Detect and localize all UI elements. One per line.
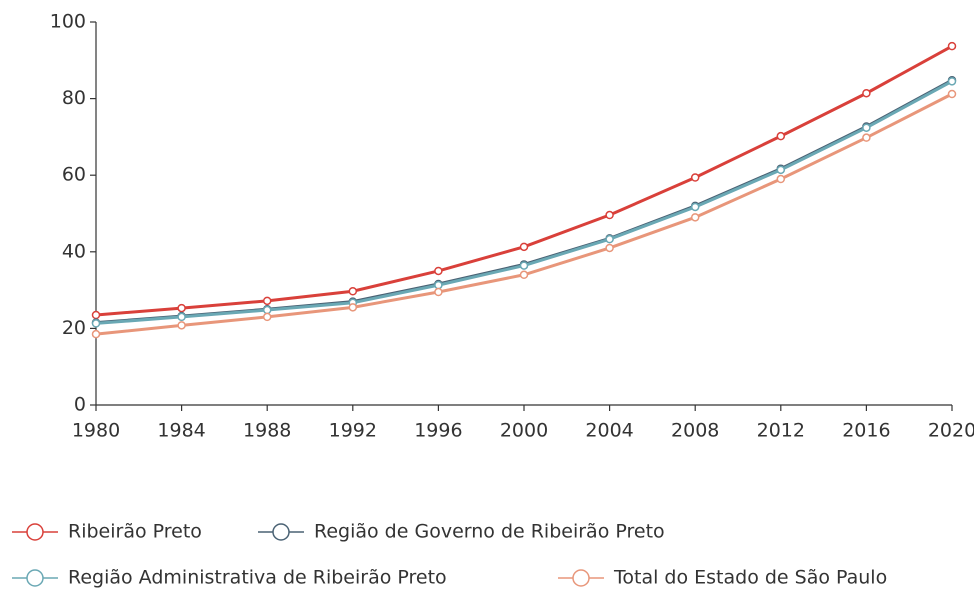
legend-label: Região de Governo de Ribeirão Preto	[314, 521, 665, 543]
x-tick-label: 2008	[671, 420, 719, 442]
x-tick-label: 1992	[329, 420, 377, 442]
point	[348, 303, 358, 312]
point	[91, 310, 101, 320]
legend-symbol	[26, 523, 44, 541]
point	[177, 312, 186, 322]
point	[262, 312, 272, 322]
point	[776, 174, 786, 184]
point	[434, 266, 443, 276]
point	[947, 41, 957, 51]
point	[947, 77, 957, 86]
legend-label: Total do Estado de São Paulo	[613, 567, 887, 589]
x-tick-label: 1980	[72, 420, 120, 442]
x-tick-label: 1996	[414, 420, 462, 442]
point	[519, 270, 529, 280]
point	[862, 133, 871, 142]
point	[862, 123, 871, 132]
series-line	[95, 80, 953, 325]
legend-symbol	[272, 523, 290, 541]
point	[91, 329, 101, 339]
point	[605, 243, 614, 253]
legend-symbol	[572, 569, 590, 587]
point	[862, 88, 871, 98]
legend-item: Região de Governo de Ribeirão Preto	[258, 521, 665, 543]
point	[690, 202, 700, 212]
y-tick-label: 0	[74, 394, 86, 416]
y-tick-label: 20	[62, 317, 86, 339]
point	[776, 165, 786, 175]
point	[690, 213, 700, 222]
point	[605, 234, 614, 244]
legend-item: Ribeirão Preto	[12, 521, 202, 543]
x-tick-label: 2004	[585, 420, 633, 442]
point	[690, 173, 700, 182]
point	[519, 261, 529, 270]
point	[262, 296, 272, 306]
point	[177, 321, 186, 330]
point	[177, 303, 186, 313]
point	[947, 89, 957, 99]
legend-label: Região Administrativa de Ribeirão Preto	[68, 567, 447, 589]
point	[262, 305, 272, 315]
point	[605, 210, 614, 220]
series-line	[95, 78, 953, 325]
point	[434, 287, 443, 297]
y-tick-label: 60	[62, 164, 86, 186]
legend-item: Total do Estado de São Paulo	[558, 567, 887, 589]
legend-label: Ribeirão Preto	[68, 521, 202, 543]
y-tick-label: 40	[62, 240, 86, 262]
point	[519, 242, 529, 252]
series-line	[95, 92, 953, 336]
legend-symbol	[26, 569, 44, 587]
point	[776, 131, 786, 141]
point	[348, 286, 358, 296]
x-tick-label: 2020	[928, 420, 974, 442]
y-tick-label: 80	[62, 87, 86, 109]
y-tick-label: 100	[50, 11, 86, 33]
x-tick-label: 1984	[157, 420, 205, 442]
x-tick-label: 2016	[842, 420, 890, 442]
x-tick-label: 1988	[243, 420, 291, 442]
legend-item: Região Administrativa de Ribeirão Preto	[12, 567, 447, 589]
point	[91, 319, 101, 328]
point	[434, 280, 443, 290]
x-tick-label: 2012	[757, 420, 805, 442]
x-tick-label: 2000	[500, 420, 548, 442]
